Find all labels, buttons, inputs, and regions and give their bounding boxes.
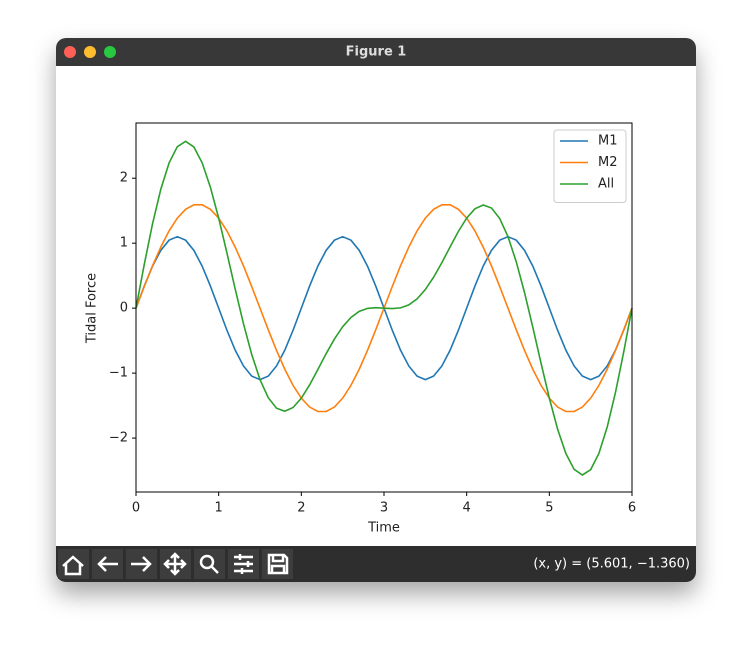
y-tick-label: −2 xyxy=(109,431,128,446)
axes-frame xyxy=(135,122,633,493)
x-tick-label: 3 xyxy=(380,501,388,516)
cursor-coordinates: (x, y) = (5.601, −1.360) xyxy=(533,557,690,572)
zoom-rect-button[interactable] xyxy=(194,549,225,579)
window-frame xyxy=(56,38,696,582)
window-title: Figure 1 xyxy=(346,45,407,60)
zoom-button[interactable] xyxy=(104,46,116,58)
y-axis-label: Tidal Force xyxy=(85,273,100,344)
forward-icon xyxy=(131,556,152,572)
save-icon xyxy=(267,553,289,575)
x-tick-label: 4 xyxy=(463,501,471,516)
legend-label: All xyxy=(598,177,614,192)
minimize-button[interactable] xyxy=(84,46,96,58)
title-bar xyxy=(56,38,696,66)
pan-icon xyxy=(163,552,187,576)
y-tick-label: −1 xyxy=(109,366,128,381)
x-tick-label: 0 xyxy=(132,501,140,516)
y-tick-label: 2 xyxy=(120,171,128,186)
y-tick-label: 1 xyxy=(120,236,128,251)
x-tick-label: 1 xyxy=(215,501,223,516)
back-icon xyxy=(97,556,118,572)
zoom-icon xyxy=(199,554,215,570)
x-tick-label: 6 xyxy=(628,501,636,516)
zoom-icon-handle xyxy=(210,565,219,574)
save-button[interactable] xyxy=(262,549,293,579)
legend-label: M2 xyxy=(598,155,618,170)
x-tick-label: 5 xyxy=(545,501,553,516)
configure-icon xyxy=(234,554,253,574)
y-tick-label: 0 xyxy=(120,301,128,316)
series-line xyxy=(135,140,633,476)
plot: Time Tidal Force 0 1 2 3 4 5 6 −2 −1 0 1 2 M1 M2 All xyxy=(85,122,636,536)
home-icon xyxy=(62,555,84,576)
window: Figure 1 (x, y) = (5.601, −1.360) xyxy=(56,38,696,582)
x-axis-label: Time xyxy=(367,521,400,536)
toolbar-buttons xyxy=(58,549,293,579)
legend-label: M1 xyxy=(598,134,618,149)
x-tick-label: 2 xyxy=(297,501,305,516)
close-button[interactable] xyxy=(64,46,76,58)
